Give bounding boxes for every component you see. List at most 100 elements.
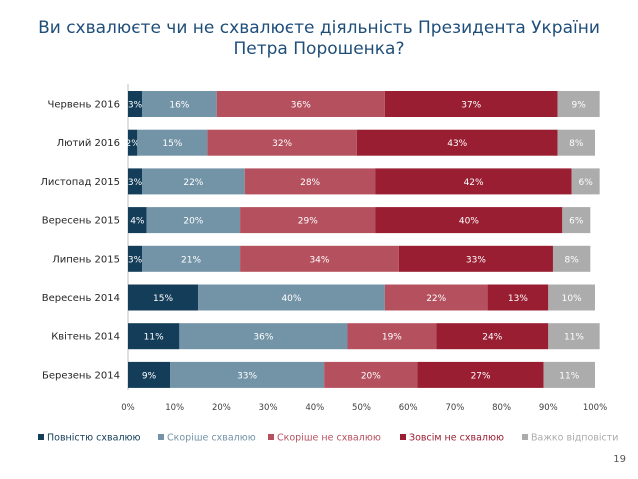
x-tick-label: 20% — [212, 403, 231, 413]
data-label: 4% — [130, 217, 145, 227]
category-label: Листопад 2015 — [40, 177, 120, 188]
chart-title-line-1: Ви схвалюєте чи не схвалюєте діяльність … — [38, 18, 600, 38]
data-label: 11% — [559, 371, 579, 381]
bar-segment — [128, 361, 171, 388]
data-label: 22% — [183, 178, 203, 188]
x-tick-label: 0% — [121, 403, 135, 413]
x-tick-label: 50% — [352, 403, 371, 413]
data-label: 8% — [569, 139, 584, 149]
data-label: 3% — [128, 255, 143, 265]
legend-label: Скоріше схвалюю — [167, 433, 256, 444]
data-label: 32% — [272, 139, 292, 149]
bar-segment — [128, 284, 199, 311]
bar-segment — [146, 207, 241, 234]
bar-segment — [557, 91, 600, 117]
bar-segment — [142, 245, 241, 272]
data-label: 3% — [128, 178, 143, 188]
x-tick-label: 100% — [583, 403, 607, 413]
category-label: Лютий 2016 — [57, 138, 120, 149]
bar-segment — [384, 284, 488, 311]
legend-label: Зовсім не схвалюю — [409, 433, 504, 444]
bar-segment — [128, 245, 143, 272]
bar-segment — [375, 207, 563, 234]
data-label: 15% — [162, 139, 182, 149]
data-label: 37% — [461, 101, 481, 111]
bar-segment — [417, 361, 544, 388]
data-label: 8% — [565, 255, 580, 265]
category-label: Червень 2016 — [48, 100, 120, 111]
bar-segment — [557, 129, 595, 156]
x-tick-label: 70% — [445, 403, 464, 413]
bar-segment — [356, 129, 558, 156]
x-tick-label: 40% — [305, 403, 324, 413]
data-label: 16% — [169, 101, 189, 111]
x-tick-label: 60% — [399, 403, 418, 413]
bar-segment — [137, 129, 208, 156]
x-tick-label: 10% — [165, 403, 184, 413]
legend-swatch — [400, 434, 406, 440]
data-label: 20% — [361, 371, 381, 381]
data-label: 11% — [564, 333, 584, 343]
data-label: 42% — [464, 178, 484, 188]
data-label: 40% — [281, 294, 301, 304]
bar-segment — [240, 245, 399, 272]
bar-segment — [384, 91, 558, 117]
legend-swatch — [158, 434, 164, 440]
bar-segment — [552, 245, 591, 272]
bar-segment — [128, 129, 138, 156]
data-label: 24% — [482, 333, 502, 343]
data-label: 11% — [144, 333, 164, 343]
bar-segment — [128, 323, 180, 350]
bar-segment — [128, 91, 143, 117]
x-tick-label: 90% — [539, 403, 558, 413]
legend-swatch — [38, 434, 44, 440]
bar-segment — [142, 168, 245, 195]
data-label: 9% — [142, 371, 157, 381]
data-label: 34% — [309, 255, 329, 265]
bar-segment — [436, 323, 549, 350]
bar-segment — [571, 168, 600, 195]
data-label: 27% — [471, 371, 491, 381]
bar-segment — [207, 129, 357, 156]
category-label: Липень 2015 — [52, 254, 120, 265]
data-label: 36% — [291, 101, 311, 111]
bar-segment — [562, 207, 591, 234]
bar-segment — [128, 207, 147, 234]
page-number: 19 — [613, 454, 626, 465]
data-label: 36% — [253, 333, 273, 343]
data-label: 2% — [126, 139, 141, 149]
data-label: 29% — [298, 217, 318, 227]
legend-label: Важко відповісти — [531, 433, 618, 444]
category-label: Вересень 2014 — [42, 293, 120, 304]
bar-segment — [487, 284, 549, 311]
data-label: 43% — [447, 139, 467, 149]
bar-segment — [216, 91, 385, 117]
data-label: 13% — [508, 294, 528, 304]
category-label: Квітень 2014 — [51, 331, 120, 343]
x-tick-label: 30% — [259, 403, 278, 413]
data-label: 6% — [569, 217, 584, 227]
category-label: Березень 2014 — [42, 370, 120, 381]
bar-segment — [375, 168, 572, 195]
data-label: 15% — [153, 294, 173, 304]
x-tick-label: 80% — [492, 403, 511, 413]
data-label: 33% — [466, 255, 486, 265]
data-label: 6% — [579, 178, 594, 188]
bar-segment — [128, 168, 143, 195]
data-label: 10% — [562, 294, 582, 304]
bar-segment — [244, 168, 376, 195]
bar-segment — [240, 207, 376, 234]
bar-segment — [398, 245, 553, 272]
data-label: 3% — [128, 101, 143, 111]
legend-label: Скоріше не схвалюю — [277, 433, 381, 444]
data-label: 21% — [181, 255, 201, 265]
legend-label: Повністю схвалюю — [47, 433, 141, 444]
bar-segment — [347, 323, 437, 350]
chart-title-line-2: Петра Порошенка? — [233, 39, 405, 59]
data-label: 9% — [572, 101, 587, 111]
bar-segment — [170, 361, 325, 388]
data-label: 19% — [382, 333, 402, 343]
bar-segment — [179, 323, 348, 350]
bar-segment — [142, 91, 217, 117]
